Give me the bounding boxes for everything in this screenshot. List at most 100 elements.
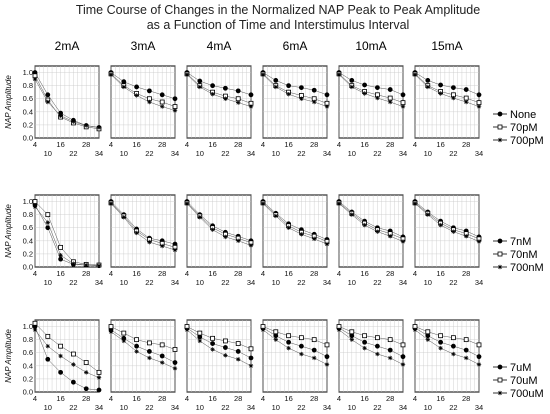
data-point bbox=[286, 91, 291, 97]
x-tick-label: 4 bbox=[185, 394, 189, 403]
data-point bbox=[464, 99, 469, 105]
x-tick-label: 4 bbox=[33, 394, 37, 403]
x-tick-label: 16 bbox=[56, 140, 64, 149]
series-700pM bbox=[260, 72, 330, 109]
data-point bbox=[438, 91, 443, 96]
series-70uM bbox=[108, 324, 178, 352]
panel-frame bbox=[110, 319, 176, 393]
panel-grid: 0.0 0.2 0.4 0.6 0.8 1.0 4 16 28 10 22 34 4 16 28 10 22 34… bbox=[4, 65, 483, 412]
x-tick-label: 28 bbox=[82, 394, 90, 403]
x-tick-label: 34 bbox=[171, 149, 179, 158]
data-point bbox=[45, 92, 51, 98]
data-point bbox=[235, 349, 241, 354]
data-point bbox=[400, 239, 406, 244]
x-tick-label: 28 bbox=[462, 140, 470, 149]
x-tick-label: 34 bbox=[247, 403, 255, 412]
data-point bbox=[248, 363, 254, 369]
data-point bbox=[45, 212, 51, 218]
legend-marker bbox=[497, 137, 503, 143]
legend-marker bbox=[497, 251, 503, 257]
panel-r3-4mA: 4 16 28 10 22 34 bbox=[184, 319, 255, 412]
data-point bbox=[336, 327, 342, 333]
x-tick-label: 4 bbox=[413, 394, 417, 403]
x-tick-label: 34 bbox=[475, 149, 483, 158]
data-point bbox=[273, 78, 279, 83]
x-tick-label: 34 bbox=[323, 149, 331, 158]
y-tick-label: 0.8 bbox=[23, 335, 33, 344]
x-tick-label: 22 bbox=[221, 403, 229, 412]
data-point bbox=[45, 343, 50, 349]
x-tick-label: 28 bbox=[462, 394, 470, 403]
data-point bbox=[450, 343, 456, 349]
panel-frame bbox=[414, 194, 480, 268]
x-tick-label: 4 bbox=[109, 269, 113, 278]
data-point bbox=[463, 95, 469, 101]
x-tick-label: 28 bbox=[234, 140, 242, 149]
figure-title-line2: as a Function of Time and Interstimulus … bbox=[147, 18, 410, 32]
data-point bbox=[96, 375, 102, 380]
x-tick-label: 22 bbox=[297, 149, 305, 158]
data-point bbox=[286, 83, 291, 89]
series-line bbox=[186, 329, 252, 367]
x-tick-label: 10 bbox=[196, 149, 204, 158]
series-700uM bbox=[336, 327, 406, 367]
data-point bbox=[146, 340, 152, 346]
x-tick-label: 10 bbox=[44, 149, 52, 158]
panel-r3-3mA: 4 16 28 10 22 34 bbox=[108, 319, 179, 412]
data-point bbox=[134, 230, 139, 236]
data-point bbox=[223, 353, 228, 358]
legend-marker bbox=[497, 111, 503, 117]
data-point bbox=[324, 342, 330, 348]
series-700pM bbox=[108, 72, 178, 113]
x-tick-label: 34 bbox=[399, 278, 407, 287]
series-line bbox=[414, 74, 480, 107]
data-point bbox=[273, 329, 279, 335]
x-tick-label: 16 bbox=[56, 269, 64, 278]
data-point bbox=[476, 362, 482, 367]
data-point bbox=[197, 215, 202, 220]
data-point bbox=[349, 84, 354, 90]
y-tick-label: 0.2 bbox=[23, 120, 33, 129]
series-700uM bbox=[412, 327, 482, 367]
data-point bbox=[134, 84, 139, 90]
panel-r3-2mA: 0.0 0.2 0.4 0.6 0.8 1.0 4 16 28 10 22 34 bbox=[23, 319, 103, 412]
data-point bbox=[58, 256, 63, 262]
series-line bbox=[338, 74, 404, 107]
x-tick-label: 16 bbox=[360, 394, 368, 403]
series-line bbox=[34, 329, 100, 378]
series-700uM bbox=[260, 327, 330, 367]
legend-label-70nM: 70nM bbox=[510, 249, 538, 261]
data-point bbox=[286, 333, 292, 339]
column-header-3mA: 3mA bbox=[131, 39, 156, 53]
data-point bbox=[58, 369, 63, 375]
x-tick-label: 34 bbox=[323, 403, 331, 412]
x-tick-label: 10 bbox=[44, 403, 52, 412]
data-point bbox=[58, 353, 63, 359]
data-point bbox=[299, 96, 304, 101]
x-tick-label: 16 bbox=[132, 394, 140, 403]
data-point bbox=[387, 87, 393, 92]
series-line bbox=[110, 203, 176, 251]
data-point bbox=[349, 329, 355, 335]
x-tick-label: 28 bbox=[386, 394, 394, 403]
data-point bbox=[108, 72, 114, 77]
data-point bbox=[362, 82, 367, 88]
panel-r1-10mA: 4 16 28 10 22 34 bbox=[336, 65, 407, 158]
data-point bbox=[362, 345, 367, 351]
data-point bbox=[349, 337, 354, 342]
series-line bbox=[186, 74, 252, 107]
panel-frame bbox=[186, 319, 252, 393]
data-point bbox=[311, 337, 317, 343]
data-point bbox=[222, 345, 228, 350]
column-header-4mA: 4mA bbox=[207, 39, 232, 53]
data-point bbox=[476, 239, 482, 244]
x-tick-label: 22 bbox=[297, 278, 305, 287]
data-point bbox=[96, 387, 102, 393]
x-tick-label: 4 bbox=[261, 269, 265, 278]
data-point bbox=[197, 84, 202, 90]
x-tick-label: 28 bbox=[310, 140, 318, 149]
data-point bbox=[412, 201, 418, 206]
x-tick-label: 10 bbox=[348, 149, 356, 158]
